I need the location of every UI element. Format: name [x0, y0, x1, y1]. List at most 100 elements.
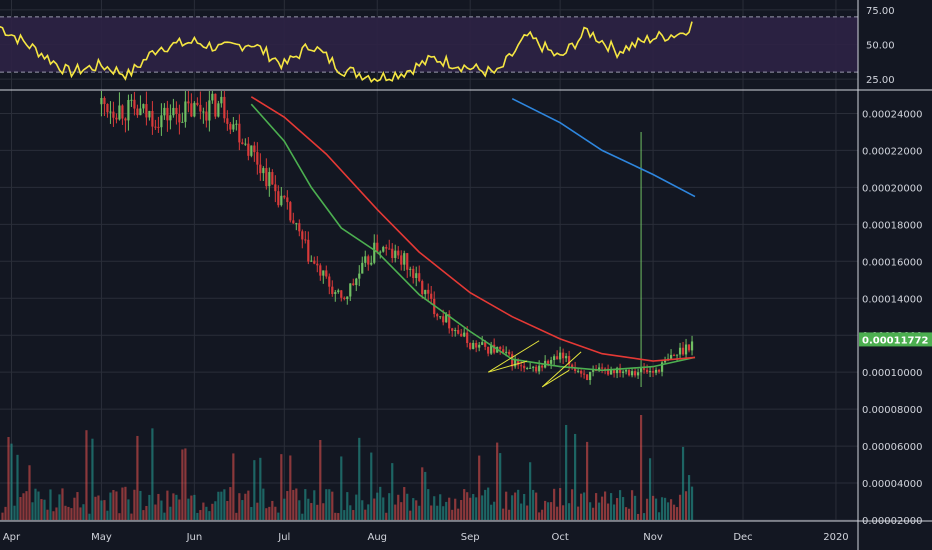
- time-tick-label: Dec: [733, 532, 752, 543]
- volume-bar: [598, 502, 601, 520]
- volume-bar: [445, 501, 448, 520]
- candle-body: [250, 145, 253, 156]
- volume-bar: [669, 499, 673, 520]
- volume-bar: [76, 492, 79, 520]
- volume-bar: [274, 506, 277, 520]
- candle-body: [520, 365, 523, 367]
- volume-bar: [475, 497, 478, 520]
- volume-bar: [154, 504, 157, 520]
- candle-body: [265, 168, 268, 187]
- price-tick-label: 0.00016000: [862, 257, 922, 268]
- candle-body: [349, 283, 352, 297]
- price-tick-label: 0.00002000: [862, 516, 922, 527]
- candle-body: [301, 231, 304, 240]
- volume-bar: [687, 475, 691, 520]
- candle-body: [424, 289, 427, 295]
- candle-body: [343, 297, 346, 300]
- candle-body: [262, 168, 265, 174]
- candlesticks: [100, 91, 694, 387]
- price-tick-label: 0.00018000: [862, 220, 922, 231]
- candle-body: [328, 276, 331, 287]
- volume-bar: [346, 492, 349, 520]
- time-axis[interactable]: Apr May Jun Jul Aug Sep Oct Nov Dec 2020: [3, 532, 849, 543]
- volume-bar: [220, 491, 223, 520]
- candle-body: [445, 314, 448, 323]
- volume-bar: [337, 513, 340, 520]
- candle-body: [427, 289, 430, 294]
- candle-body: [172, 107, 175, 116]
- candle-body: [484, 342, 487, 347]
- volume-bar: [666, 502, 670, 520]
- candle-body: [502, 349, 505, 353]
- candle-body: [651, 371, 655, 373]
- candle-body: [412, 268, 415, 279]
- candle-body: [669, 354, 673, 359]
- candle-body: [373, 242, 376, 263]
- candle-body: [547, 360, 550, 364]
- candle-body: [615, 367, 619, 374]
- volume-bar: [565, 424, 568, 520]
- candle-body: [298, 223, 301, 232]
- candle-body: [589, 371, 592, 381]
- volume-bar: [247, 490, 250, 520]
- candle-body: [229, 123, 232, 130]
- volume-bar: [283, 498, 286, 520]
- candle-body: [247, 143, 250, 156]
- volume-bar: [196, 512, 199, 520]
- candle-body: [190, 103, 193, 117]
- volume-bar: [523, 493, 526, 520]
- rsi-axis[interactable]: 75.00 50.00 25.00: [866, 6, 895, 86]
- candle-body: [187, 101, 190, 104]
- volume-bar: [22, 493, 25, 520]
- candle-body: [604, 368, 607, 370]
- volume-bar: [295, 488, 298, 520]
- volume-bar: [178, 499, 181, 520]
- candle-body: [511, 354, 514, 367]
- volume-bar: [172, 493, 175, 520]
- candle-body: [487, 346, 490, 354]
- candle-body: [376, 242, 379, 252]
- volume-bar: [31, 502, 34, 520]
- candle-body: [256, 152, 259, 165]
- time-tick-label: Aug: [367, 532, 387, 543]
- candle-body: [523, 365, 526, 369]
- candle-body: [370, 262, 373, 265]
- candle-body: [684, 344, 688, 355]
- candle-body: [442, 316, 445, 323]
- candle-body: [607, 368, 610, 375]
- candle-body: [663, 359, 667, 363]
- candle-body: [163, 107, 166, 116]
- candle-body: [136, 108, 139, 116]
- volume-bar: [109, 492, 112, 520]
- candle-body: [562, 352, 565, 359]
- candle-body: [541, 365, 544, 368]
- volume-bar: [271, 500, 274, 520]
- candle-body: [214, 93, 217, 117]
- candle-body: [145, 104, 148, 118]
- volume-bar: [574, 433, 577, 520]
- candle-body: [385, 247, 388, 249]
- volume-bar: [583, 492, 586, 520]
- volume-bar: [214, 501, 217, 520]
- volume-bar: [349, 505, 352, 520]
- candle-body: [538, 365, 541, 372]
- rsi-tick-label: 50.00: [866, 41, 895, 52]
- volume-bar: [298, 500, 301, 520]
- volume-bar: [684, 491, 688, 520]
- candle-body: [565, 356, 568, 359]
- volume-bar: [660, 497, 664, 520]
- candle-body: [361, 262, 364, 274]
- volume-bar: [193, 494, 196, 520]
- candle-body: [217, 103, 220, 117]
- volume-bar: [58, 494, 61, 520]
- volume-bar: [430, 505, 433, 520]
- candle-body: [529, 367, 532, 369]
- volume-bar: [238, 493, 241, 520]
- volume-bar: [577, 506, 580, 520]
- rsi-line: [0, 21, 693, 84]
- volume-bar: [49, 489, 52, 520]
- volume-bar: [181, 449, 184, 520]
- candle-body: [490, 344, 493, 354]
- volume-bar: [630, 490, 634, 520]
